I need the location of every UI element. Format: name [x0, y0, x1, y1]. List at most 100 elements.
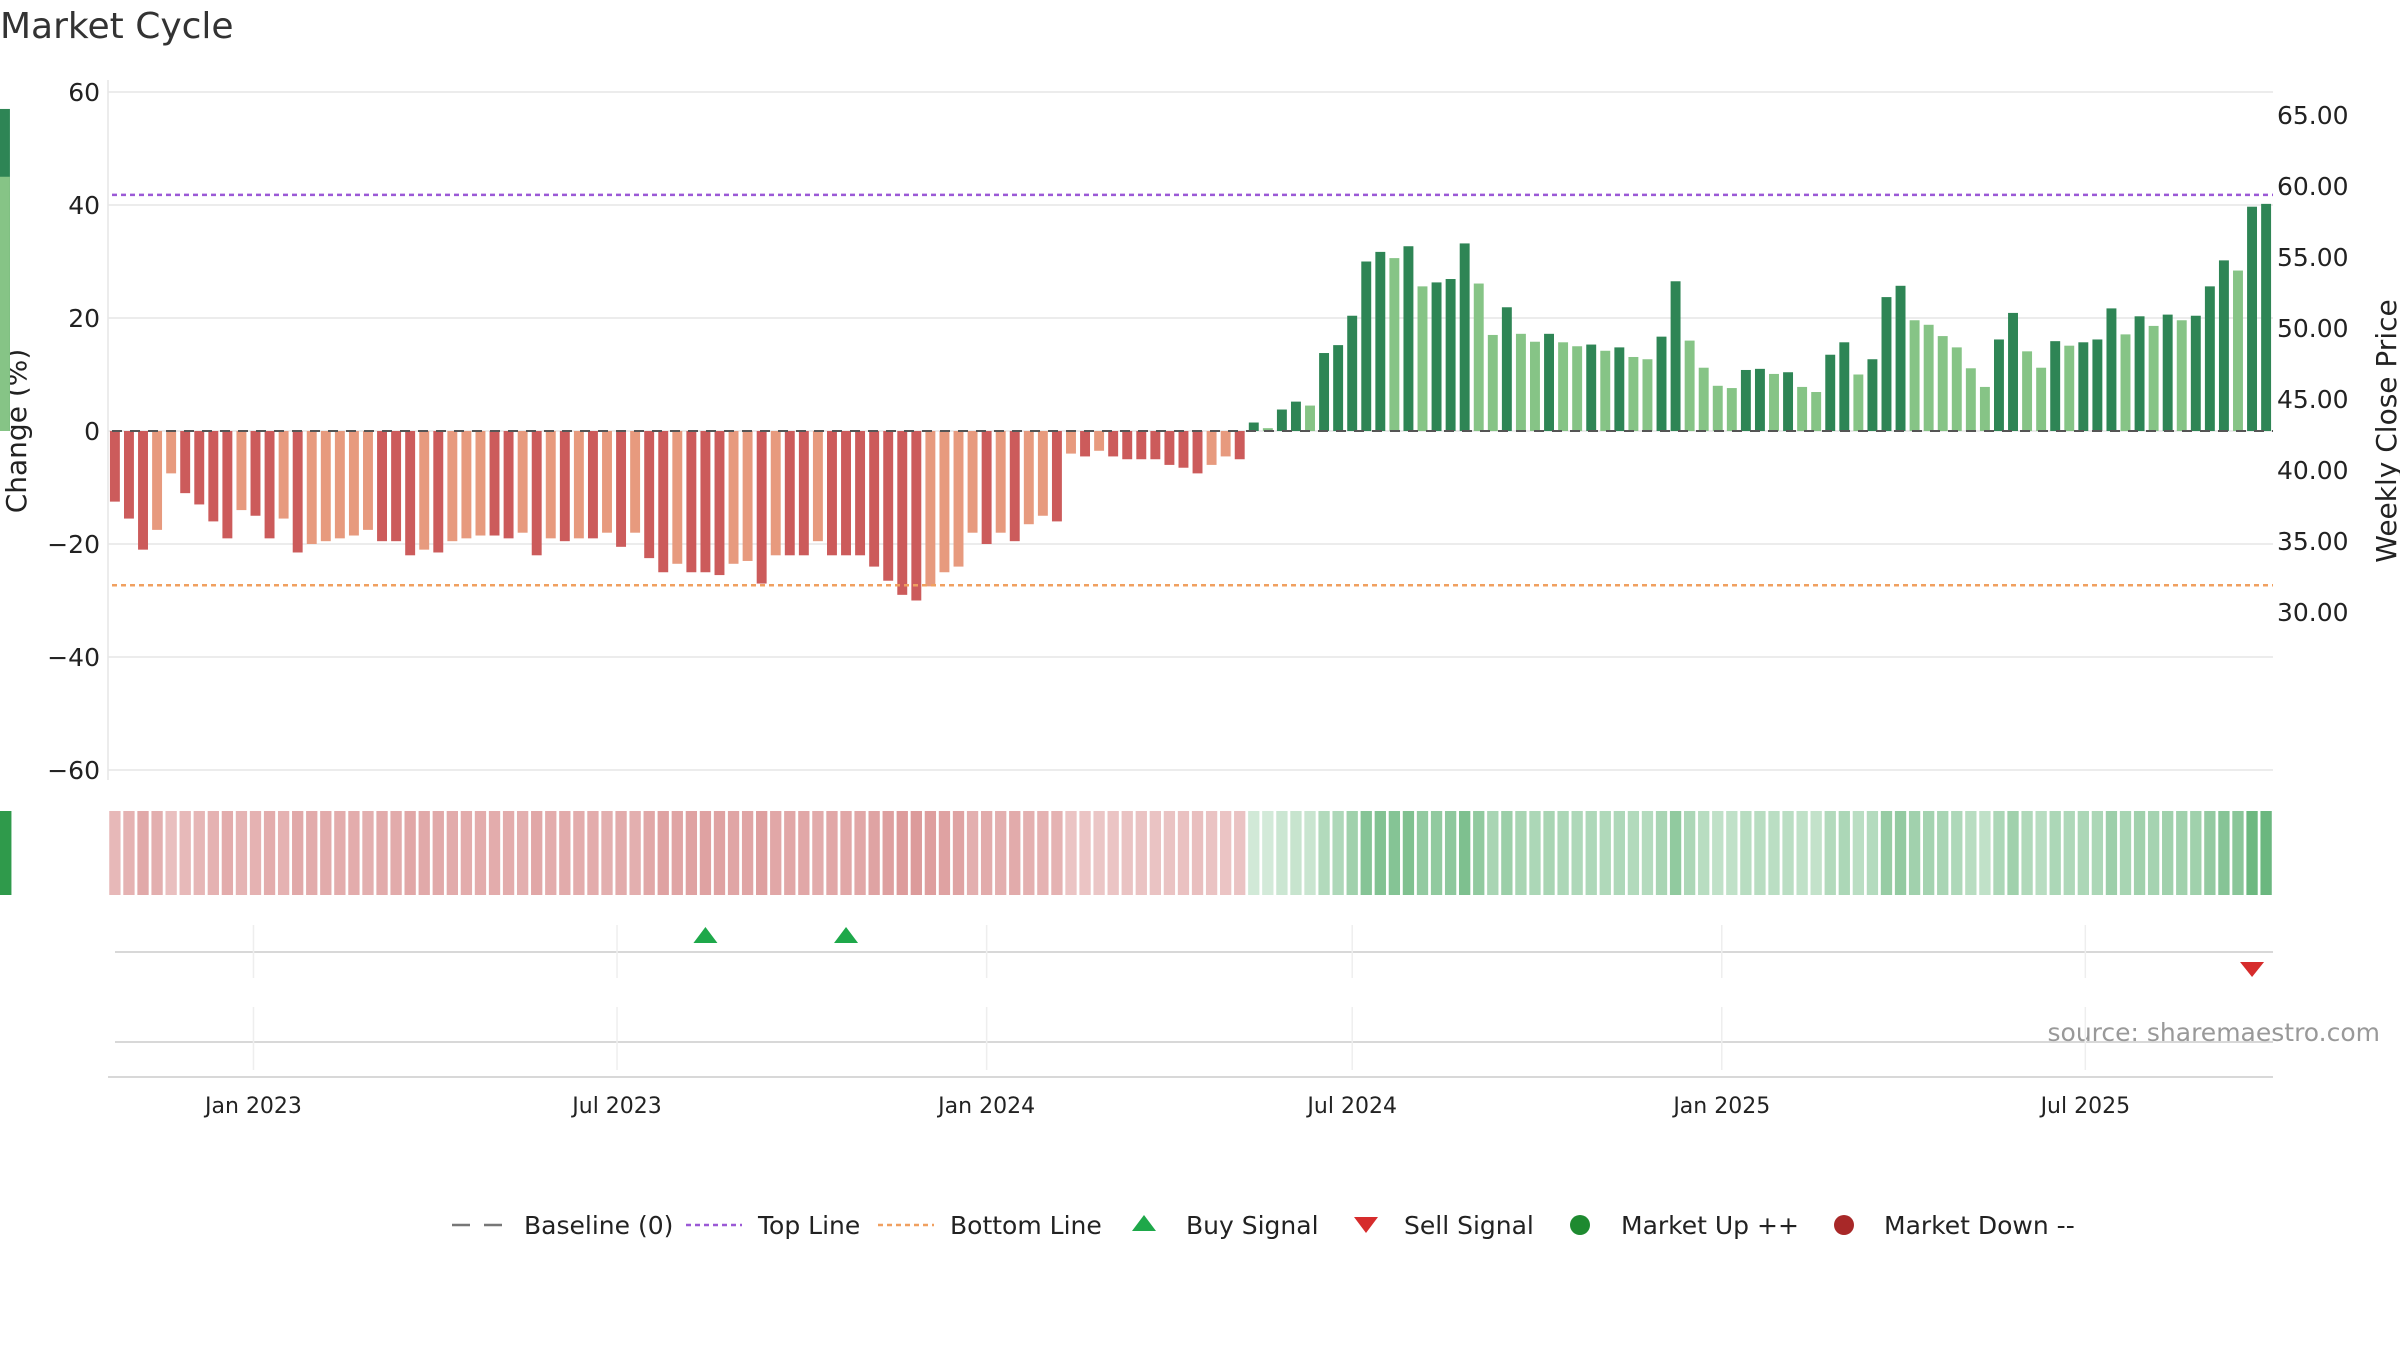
change-bar — [714, 431, 725, 576]
heat-cell — [277, 811, 290, 895]
change-bar — [1726, 388, 1737, 431]
y-tick-label: 40 — [68, 191, 100, 220]
change-bar — [559, 431, 570, 542]
heat-cell — [657, 811, 669, 895]
heat-cell — [2105, 811, 2118, 895]
change-bar — [2162, 314, 2173, 431]
y-tick-label: 20 — [68, 304, 100, 333]
heat-cell — [2119, 811, 2132, 895]
buy-signal-marker — [834, 927, 859, 943]
heat-cell — [1669, 811, 1682, 895]
heat-cell — [109, 811, 121, 895]
y2-tick-label: 60.00 — [2277, 172, 2349, 201]
heat-cell — [2147, 811, 2160, 895]
y2-tick-label: 65.00 — [2277, 101, 2349, 130]
change-bar — [152, 431, 163, 530]
heat-cell — [249, 811, 262, 895]
y-tick-label: −40 — [47, 643, 100, 672]
heat-cell — [488, 811, 501, 895]
change-bar — [1361, 261, 1372, 431]
change-bar — [1305, 405, 1315, 431]
heat-cell — [1473, 811, 1485, 895]
heat-cell — [1290, 811, 1302, 895]
heat-cell — [952, 811, 965, 895]
change-bar — [1853, 374, 1864, 431]
heat-cell — [165, 811, 177, 895]
change-bar — [1290, 401, 1301, 431]
heat-cell — [1093, 811, 1105, 895]
change-bar — [306, 431, 317, 544]
legend-label: Baseline (0) — [524, 1211, 673, 1240]
heat-cell — [390, 811, 402, 895]
change-bar — [1979, 386, 1990, 431]
change-bar — [587, 431, 598, 539]
heat-cell — [1712, 811, 1724, 895]
change-bar — [658, 431, 669, 573]
heat-cell — [123, 811, 135, 895]
change-bar — [728, 431, 739, 564]
change-bar — [2148, 325, 2159, 431]
heat-cell — [362, 811, 374, 895]
heat-cell — [826, 811, 838, 895]
change-bar — [0, 176, 10, 431]
change-bar — [348, 431, 359, 536]
change-bar — [911, 431, 922, 601]
y2-tick-label: 30.00 — [2277, 598, 2349, 627]
change-bar — [166, 431, 177, 474]
change-bar — [138, 431, 148, 550]
bars-layer — [0, 108, 2272, 601]
heat-cell — [2176, 811, 2188, 895]
heat-cell — [2007, 811, 2019, 895]
change-bar — [1754, 368, 1765, 431]
heat-cell — [1332, 811, 1344, 895]
change-bar — [1108, 431, 1119, 457]
change-bar — [391, 431, 402, 542]
y-tick-label: −60 — [47, 756, 100, 785]
change-bar — [1712, 385, 1723, 431]
change-bar — [1445, 279, 1456, 431]
heat-cell — [1698, 811, 1710, 895]
change-bar — [2190, 315, 2201, 431]
heat-cell — [1740, 811, 1752, 895]
change-bar — [1192, 431, 1203, 474]
heat-cell — [1880, 811, 1893, 895]
heat-cell — [1838, 811, 1850, 895]
change-bar — [123, 431, 134, 519]
heat-cell — [1824, 811, 1836, 895]
heat-cell — [1023, 811, 1035, 895]
heat-cell — [1205, 811, 1218, 895]
y-axis-ticks: 60 40 20 0 −20 −40 −60 — [47, 78, 100, 785]
change-bar — [2008, 312, 2018, 431]
legend-buy-icon — [1132, 1215, 1156, 1231]
change-bar — [700, 431, 711, 573]
heat-cell — [615, 811, 627, 895]
change-bar — [1783, 372, 1794, 431]
heat-cell — [1810, 811, 1822, 895]
change-bar — [250, 431, 261, 516]
change-bar — [798, 431, 809, 556]
change-bar — [672, 431, 683, 564]
buy-signal-marker — [693, 927, 718, 943]
change-bar — [742, 431, 753, 561]
heat-cell — [2021, 811, 2033, 895]
change-bar — [109, 431, 120, 502]
heat-cell — [727, 811, 740, 895]
heat-cell — [854, 811, 866, 895]
heat-cell — [1796, 811, 1808, 895]
heat-cell — [1346, 811, 1358, 895]
change-bar — [1839, 342, 1850, 431]
heat-cell — [0, 811, 12, 895]
heat-cell — [1276, 811, 1288, 895]
y2-tick-label: 45.00 — [2277, 385, 2349, 414]
heat-cell — [1079, 811, 1091, 895]
y-tick-label: −20 — [47, 530, 100, 559]
heat-cell — [699, 811, 712, 895]
change-bar — [334, 431, 345, 539]
change-bar — [180, 431, 191, 494]
change-bar — [1389, 258, 1400, 431]
change-bar — [981, 431, 992, 544]
change-bar — [1122, 431, 1133, 460]
heat-cell — [1430, 811, 1443, 895]
change-bar — [1276, 409, 1287, 431]
change-bar — [925, 431, 936, 587]
